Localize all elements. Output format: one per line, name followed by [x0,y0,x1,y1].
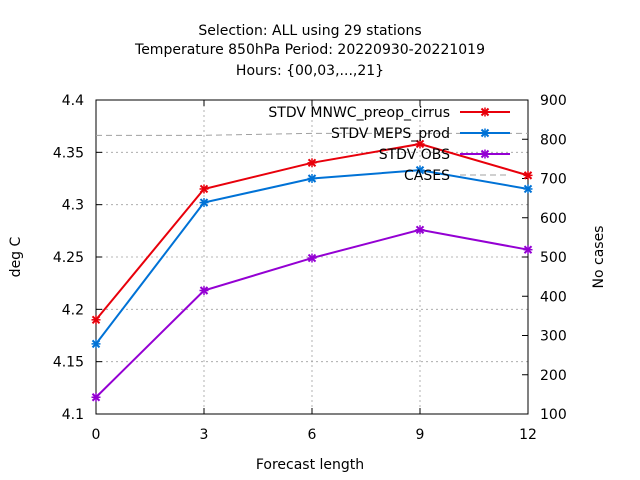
y2-axis-label: No cases [591,226,607,289]
data-point [523,170,533,180]
legend-marker [480,149,490,159]
data-point [91,315,101,325]
y2-tick-label: 400 [540,289,567,305]
y-tick-label: 4.35 [53,145,84,161]
data-point [91,392,101,402]
x-axis-label: Forecast length [256,457,364,473]
legend-label: CASES [404,168,450,184]
title-line-1: Selection: ALL using 29 stations [198,23,421,39]
series-line-4 [96,132,528,136]
y2-tick-label: 900 [540,93,567,109]
x-tick-label: 3 [200,427,209,443]
data-point [523,245,533,255]
data-point [307,174,317,183]
y-tick-label: 4.25 [53,250,84,266]
y-axis-label: deg C [8,236,24,277]
legend-marker [480,107,490,117]
y-tick-label: 4.1 [62,407,84,423]
y2-tick-label: 200 [540,368,567,384]
data-point [199,198,209,208]
y-tick-label: 4.4 [62,93,84,109]
grid [96,100,528,414]
legend-label: STDV OBS [379,147,450,163]
data-point [415,139,425,149]
series-group [91,132,533,402]
y2-tick-label: 100 [540,407,567,423]
title-line-2: Temperature 850hPa Period: 20220930-2022… [134,42,485,58]
y2-tick-label: 700 [540,172,567,188]
x-tick-label: 9 [416,427,425,443]
x-tick-label: 0 [92,427,101,443]
legend-label: STDV MNWC_preop_cirrus [268,105,450,121]
y-tick-label: 4.2 [62,302,84,318]
title-line-3: Hours: {00,03,...,21} [236,63,384,79]
data-point [523,184,533,194]
y-tick-label: 4.15 [53,355,84,371]
data-point [415,225,425,235]
x-tick-label: 6 [308,427,317,443]
data-point [91,339,101,349]
data-point [199,285,209,295]
data-point [307,253,317,263]
data-point [199,184,209,194]
y2-tick-label: 600 [540,211,567,227]
data-point [415,165,425,175]
data-point [307,158,317,168]
x-tick-label: 12 [519,427,537,443]
y2-tick-label: 300 [540,329,567,345]
y2-tick-label: 500 [540,250,567,266]
axes: 4.1 4.15 4.2 4.25 4.3 4.35 4.4 100 200 300 400 500 6… [53,93,567,443]
legend-marker [480,128,490,138]
legend-label: STDV MEPS_prod [331,126,450,142]
y2-tick-label: 800 [540,132,567,148]
y-tick-label: 4.3 [62,198,84,214]
legend: STDV MNWC_preop_cirrus STDV MEPS_prod STDV… [268,105,510,184]
chart-title-block: Selection: ALL using 29 stations Tempera… [134,23,485,79]
